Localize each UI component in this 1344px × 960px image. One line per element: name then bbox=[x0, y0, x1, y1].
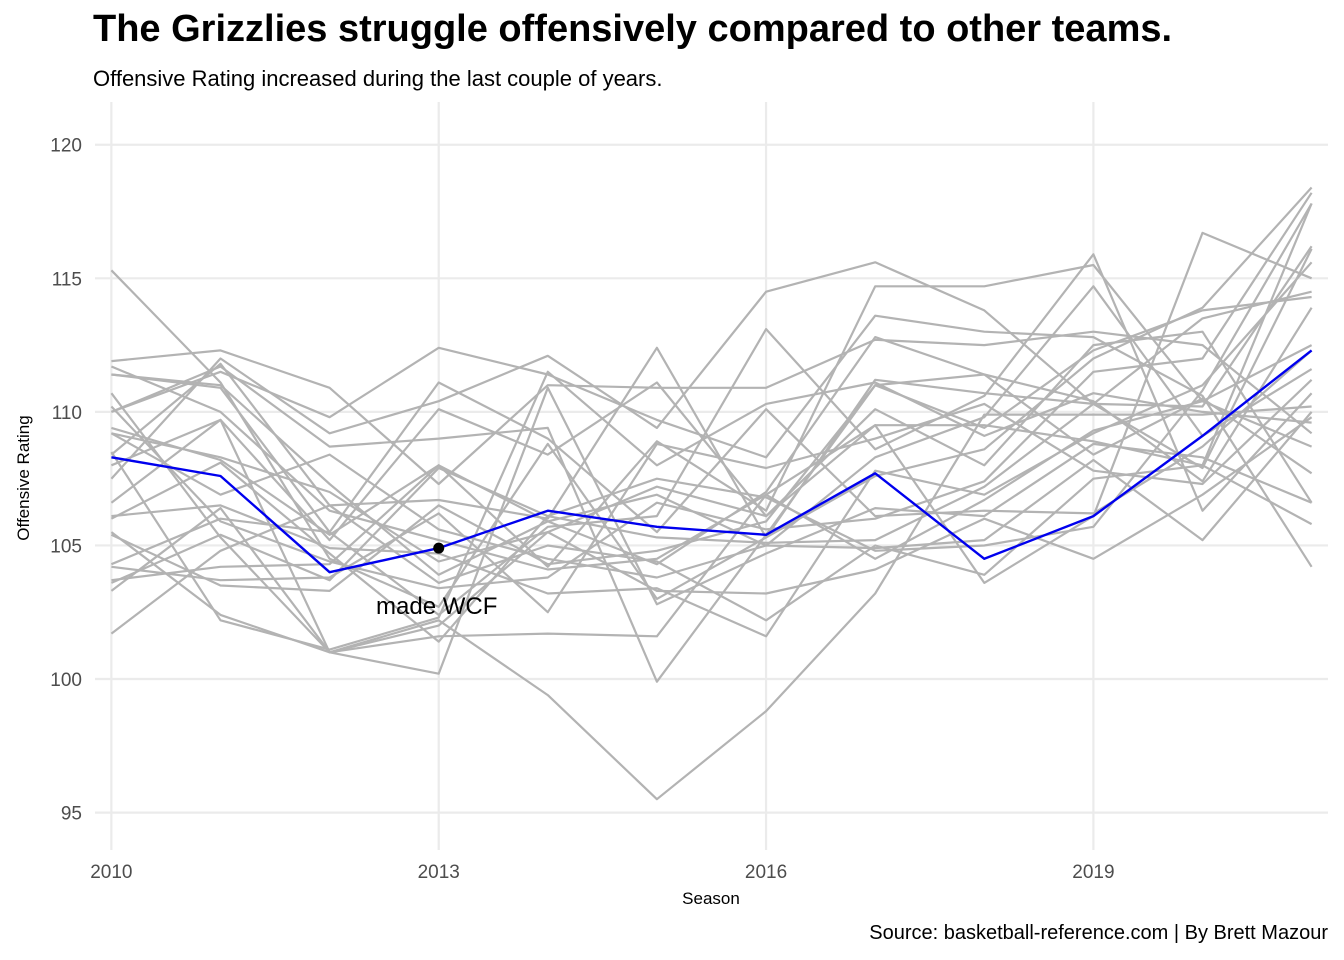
team-line-6 bbox=[110, 261, 1312, 480]
y-tick-label: 110 bbox=[52, 403, 82, 424]
gridlines bbox=[95, 102, 1328, 850]
grizzlies-line bbox=[111, 349, 1313, 574]
chart-title: The Grizzlies struggle offensively compa… bbox=[93, 8, 1173, 50]
team-line-13 bbox=[110, 370, 1312, 651]
team-line-21 bbox=[110, 344, 1313, 571]
team-line-5 bbox=[110, 186, 1313, 539]
y-tick-label: 115 bbox=[52, 269, 82, 290]
y-tick-label: 95 bbox=[61, 804, 82, 825]
team-line-20 bbox=[110, 416, 1313, 654]
chart-caption: Source: basketball-reference.com | By Br… bbox=[869, 922, 1328, 944]
y-tick-label: 100 bbox=[50, 670, 82, 691]
team-line-26 bbox=[111, 330, 1313, 563]
chart-subtitle: Offensive Rating increased during the la… bbox=[93, 66, 663, 91]
team-line-17 bbox=[110, 386, 1313, 675]
team-line-27 bbox=[111, 285, 1313, 576]
x-axis-title: Season bbox=[682, 889, 740, 908]
x-tick-label: 2013 bbox=[418, 862, 460, 883]
y-axis-title: Offensive Rating bbox=[14, 415, 33, 540]
team-line-16 bbox=[110, 231, 1313, 584]
team-line-18 bbox=[110, 464, 1313, 635]
team-line-7 bbox=[111, 263, 1313, 568]
x-axis-ticks: 2010 2013 2016 2019 bbox=[90, 862, 1114, 883]
grizzlies-line-group bbox=[111, 349, 1313, 574]
annotation-point bbox=[433, 542, 445, 554]
team-line-4 bbox=[111, 314, 1313, 568]
x-tick-label: 2010 bbox=[90, 862, 132, 883]
x-tick-label: 2016 bbox=[745, 862, 787, 883]
team-line-2 bbox=[111, 330, 1313, 486]
annotation-label: made WCF bbox=[376, 593, 497, 620]
y-axis-ticks: 95 100 105 110 115 120 bbox=[50, 136, 82, 825]
team-line-15 bbox=[110, 405, 1312, 801]
annotation-group: made WCF bbox=[376, 542, 497, 620]
team-line-3 bbox=[111, 253, 1313, 616]
y-tick-label: 120 bbox=[50, 136, 82, 157]
team-line-25 bbox=[110, 248, 1313, 584]
x-tick-label: 2019 bbox=[1072, 862, 1114, 883]
team-line-19 bbox=[110, 411, 1313, 579]
y-tick-label: 105 bbox=[50, 536, 82, 557]
